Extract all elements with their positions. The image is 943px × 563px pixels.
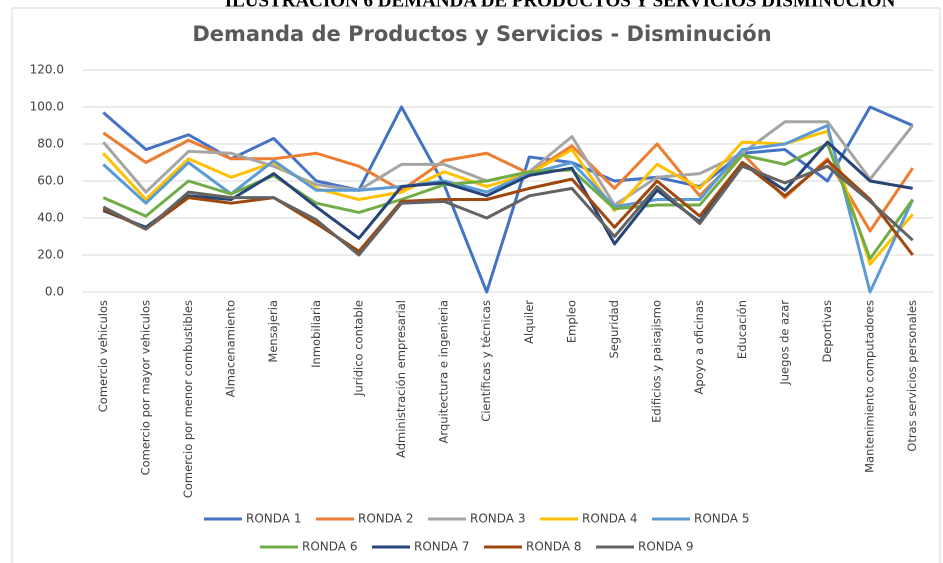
legend-label: RONDA 6 <box>302 540 357 554</box>
x-tick-label: Comercio por mayor vehiculos <box>138 300 152 475</box>
x-tick-label: Jurídico contable <box>351 300 365 397</box>
chart-title: Demanda de Productos y Servicios - Dismi… <box>192 22 771 46</box>
y-tick-label: 80.0 <box>37 137 64 151</box>
series-line <box>102 159 914 256</box>
legend-label: RONDA 9 <box>638 540 693 554</box>
x-tick-label: Edificios y paisajismo <box>650 300 664 423</box>
series-line <box>102 140 913 246</box>
series-line <box>102 164 914 257</box>
x-tick-label: Comercio por menor combustibles <box>181 300 195 498</box>
x-tick-label: Administración empresarial <box>394 300 408 458</box>
x-tick-label: Arquitectura e ingenieria <box>437 300 451 443</box>
x-tick-label: Inmobiliaria <box>309 300 323 368</box>
x-tick-label: Científicas y técnicas <box>479 300 493 422</box>
x-tick-label: Comercio vehiculos <box>96 300 110 412</box>
y-tick-label: 40.0 <box>37 211 64 225</box>
legend-label: RONDA 3 <box>470 512 525 526</box>
x-tick-label: Seguridad <box>607 300 621 359</box>
x-tick-label: Otras servicios personales <box>905 300 919 452</box>
x-tick-label: Empleo <box>564 300 578 343</box>
legend-label: RONDA 4 <box>582 512 637 526</box>
y-tick-label: 0.0 <box>45 285 64 299</box>
x-tick-label: Mantenimiento computadores <box>863 300 877 473</box>
caption: ILUSTRACIÓN 6 DEMANDA DE PRODUCTOS Y SER… <box>225 0 896 11</box>
x-tick-label: Deportivas <box>820 300 834 363</box>
x-tick-label: Mensajeria <box>266 300 280 363</box>
legend-label: RONDA 5 <box>694 512 749 526</box>
chart-border <box>11 7 941 563</box>
x-tick-label: Educación <box>735 300 749 359</box>
y-tick-label: 100.0 <box>30 100 64 114</box>
legend-label: RONDA 2 <box>358 512 413 526</box>
x-tick-label: Juegos de azar <box>777 300 791 386</box>
x-tick-label: Almacenamiento <box>224 300 238 397</box>
legend-label: RONDA 7 <box>414 540 469 554</box>
x-tick-label: Alquiler <box>522 300 536 344</box>
y-tick-label: 20.0 <box>37 248 64 262</box>
series-line <box>102 124 915 294</box>
y-tick-label: 120.0 <box>30 63 64 77</box>
legend-label: RONDA 1 <box>246 512 301 526</box>
series-line <box>102 142 914 261</box>
legend-label: RONDA 8 <box>526 540 581 554</box>
y-tick-label: 60.0 <box>37 174 64 188</box>
x-tick-label: Apoyo a oficinas <box>692 300 706 395</box>
